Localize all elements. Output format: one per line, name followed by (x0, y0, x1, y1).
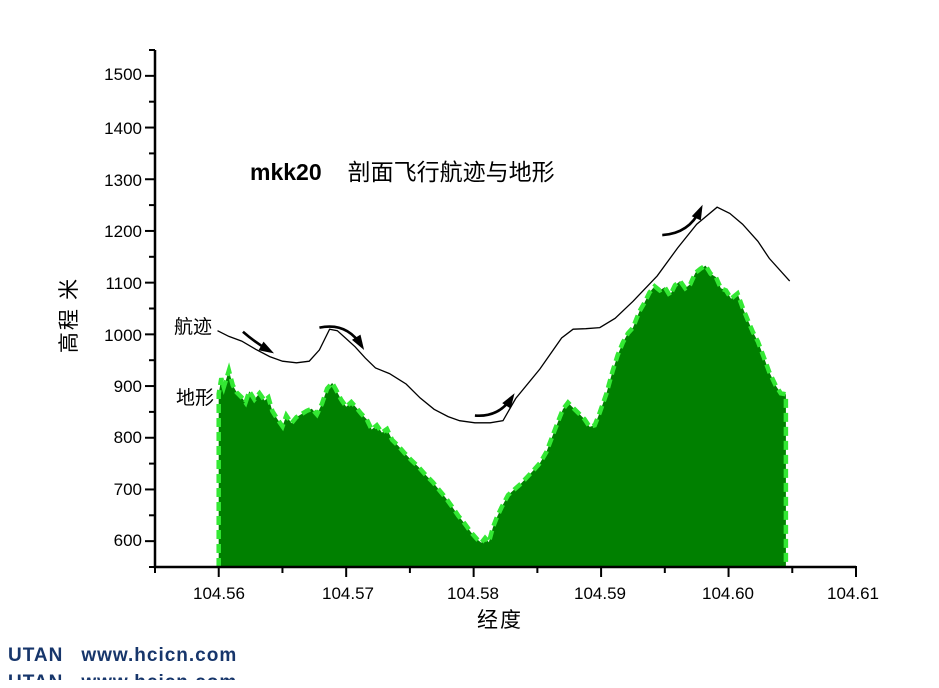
y-tick-label: 900 (113, 377, 142, 396)
y-tick-label: 1400 (104, 119, 142, 138)
track-series-label: 航迹 (174, 317, 213, 338)
y-tick-label: 1100 (105, 274, 142, 293)
chart-title: mkk20 剖面飞行航迹与地形 (250, 153, 555, 187)
x-tick-label: 104.59 (574, 584, 626, 603)
y-tick-label: 600 (113, 531, 142, 550)
chart-title-text: 剖面飞行航迹与地形 (347, 160, 555, 185)
watermark-brand: UTAN (8, 645, 64, 666)
y-tick-label: 1000 (104, 326, 142, 345)
y-tick-label: 800 (113, 428, 142, 447)
x-tick-label: 104.57 (322, 584, 374, 603)
x-tick-label: 104.61 (827, 584, 879, 603)
y-tick-label: 1200 (104, 222, 142, 241)
terrain-series-label: 地形 (176, 388, 215, 409)
y-tick-label: 700 (113, 480, 142, 499)
x-tick-label: 104.58 (447, 584, 499, 603)
y-axis-title: 高程 米 (57, 276, 81, 354)
x-tick-label: 104.56 (193, 584, 245, 603)
x-axis-title: 经度 (477, 608, 523, 632)
watermark-url: www.hcicn.com (81, 645, 238, 666)
chart-title-prefix: mkk20 (250, 159, 322, 185)
y-tick-label: 1500 (104, 65, 142, 84)
x-tick-label: 104.60 (702, 584, 754, 603)
y-tick-label: 1300 (104, 171, 142, 190)
watermark: UTAN www.hcicn.com (8, 645, 237, 667)
